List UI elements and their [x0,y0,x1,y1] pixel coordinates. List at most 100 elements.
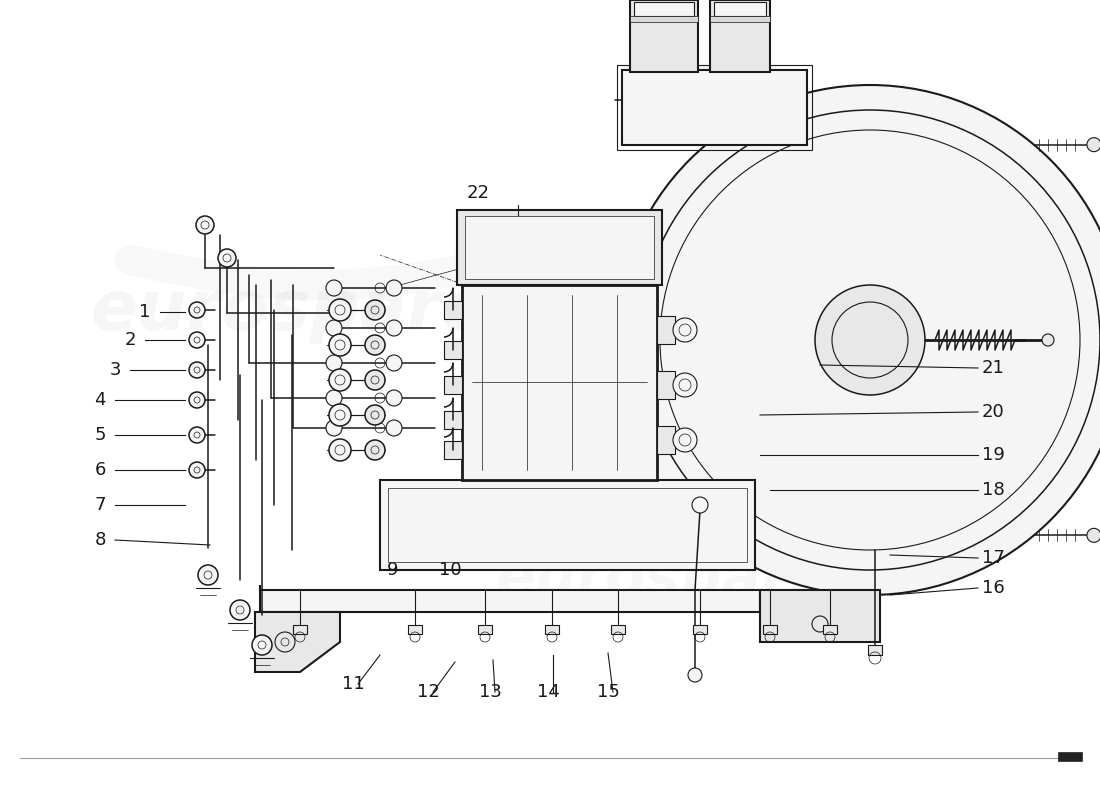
Circle shape [673,318,697,342]
Circle shape [329,334,351,356]
Text: 10: 10 [439,561,461,579]
Text: eurospares: eurospares [90,277,530,343]
Text: 5: 5 [95,426,106,444]
Text: 16: 16 [981,579,1004,597]
Circle shape [386,420,402,436]
Circle shape [329,404,351,426]
Bar [657,316,675,344]
Text: 14: 14 [537,683,560,701]
Bar [444,301,462,319]
Circle shape [673,373,697,397]
Text: 15: 15 [596,683,619,701]
Circle shape [329,299,351,321]
Bar [823,625,837,634]
Circle shape [688,668,702,682]
Polygon shape [760,590,880,642]
Bar [710,0,770,72]
Circle shape [252,635,272,655]
Bar [408,625,422,634]
Polygon shape [260,585,760,612]
Bar [456,210,662,285]
Circle shape [1087,528,1100,542]
Text: 21: 21 [981,359,1004,377]
Bar [544,625,559,634]
Text: 12: 12 [417,683,439,701]
Bar [478,625,492,634]
Circle shape [1087,138,1100,152]
Circle shape [615,85,1100,595]
Bar [630,16,698,22]
Circle shape [329,439,351,461]
Circle shape [365,300,385,320]
Circle shape [365,370,385,390]
Text: 13: 13 [478,683,502,701]
Bar [444,341,462,359]
Circle shape [326,320,342,336]
Bar [444,376,462,394]
Text: 17: 17 [981,549,1004,567]
Circle shape [326,420,342,436]
Bar [293,625,307,634]
Circle shape [386,390,402,406]
Bar [693,625,707,634]
Text: 19: 19 [981,446,1004,464]
Text: 22: 22 [466,184,490,202]
Text: 1: 1 [140,303,151,321]
Bar [444,411,462,429]
Text: 8: 8 [95,531,106,549]
Circle shape [189,362,205,378]
Text: 3: 3 [109,361,121,379]
Bar [657,426,675,454]
Bar [1058,752,1082,761]
Circle shape [189,392,205,408]
Circle shape [692,497,708,513]
Text: 2: 2 [124,331,135,349]
Circle shape [326,390,342,406]
Circle shape [365,405,385,425]
Circle shape [218,249,236,267]
Circle shape [386,280,402,296]
Circle shape [189,332,205,348]
Circle shape [198,565,218,585]
Text: 20: 20 [981,403,1004,421]
Bar [763,625,777,634]
Text: 7: 7 [95,496,106,514]
Circle shape [365,440,385,460]
Circle shape [189,462,205,478]
Circle shape [189,302,205,318]
Bar [388,488,747,562]
Bar [444,441,462,459]
Circle shape [628,243,652,267]
Text: 4: 4 [95,391,106,409]
Circle shape [230,600,250,620]
Bar [462,285,657,480]
Bar [630,0,698,72]
Circle shape [815,285,925,395]
Circle shape [365,335,385,355]
Bar [634,2,694,16]
Bar [714,2,766,16]
Circle shape [386,355,402,371]
Text: eurospares: eurospares [495,551,865,609]
Polygon shape [621,70,807,145]
Bar [657,371,675,399]
Text: 11: 11 [342,675,364,693]
Circle shape [189,427,205,443]
Circle shape [1042,334,1054,346]
Circle shape [326,280,342,296]
Bar [379,480,755,570]
Text: 9: 9 [387,561,398,579]
Circle shape [603,213,627,237]
Bar [710,16,770,22]
Polygon shape [255,612,340,672]
Bar [610,625,625,634]
Text: 18: 18 [981,481,1004,499]
Bar [465,216,654,279]
Text: 6: 6 [95,461,106,479]
Circle shape [673,428,697,452]
Circle shape [386,320,402,336]
Circle shape [326,355,342,371]
Circle shape [196,216,214,234]
Bar [868,645,882,655]
Circle shape [329,369,351,391]
